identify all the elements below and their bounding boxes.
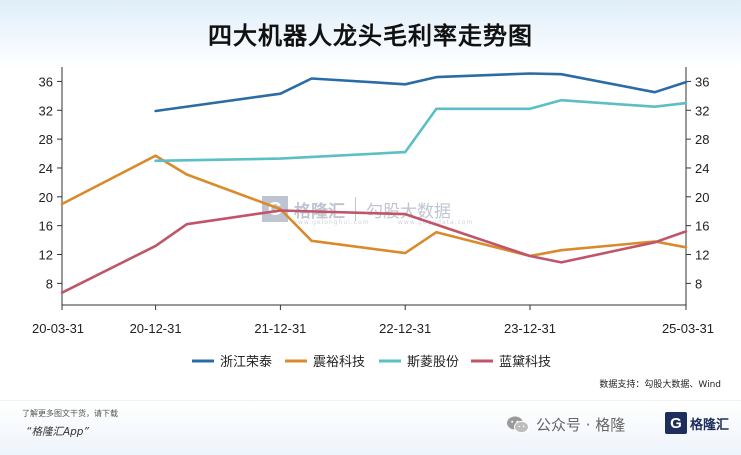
watermark-url-1: www.gelonghui.com <box>292 219 370 226</box>
y-tick-label-right: 28 <box>695 132 709 147</box>
series-line <box>154 72 688 113</box>
y-tick-label-right: 16 <box>695 219 709 234</box>
y-tick-label-right: 36 <box>695 74 709 89</box>
y-tick-label-right: 12 <box>695 248 709 263</box>
x-tick-label: 25-03-31 <box>662 321 714 336</box>
wechat-account-label: 公众号 · 格隆 <box>536 416 626 434</box>
x-tick-label: 21-12-31 <box>254 321 306 336</box>
header-background <box>0 0 741 68</box>
x-tick-label: 23-12-31 <box>504 321 556 336</box>
x-tick-label: 22-12-31 <box>379 321 431 336</box>
series-line <box>60 154 688 258</box>
y-tick-label-left: 36 <box>39 74 53 89</box>
y-tick-label-left: 32 <box>39 103 53 118</box>
axes: 8 8 12 12 16 16 20 20 24 24 28 28 32 32 36 36 20-03-31 20… <box>32 67 714 336</box>
legend: 浙江荣泰 震裕科技 斯菱股份 蓝黛科技 <box>192 355 551 370</box>
legend-label: 震裕科技 <box>313 355 365 370</box>
x-tick-label: 20-12-31 <box>130 321 182 336</box>
brand-logo-icon: G <box>665 412 687 434</box>
y-tick-label-right: 32 <box>695 103 709 118</box>
y-tick-label-right: 20 <box>695 190 709 205</box>
footer-promo-text: 了解更多图文干货，请下载 <box>22 409 118 418</box>
y-tick-label-right: 8 <box>695 276 702 291</box>
y-tick-label-left: 8 <box>46 276 53 291</box>
series-line <box>60 209 688 295</box>
watermark: G 格隆汇 勾股大数据 <box>262 196 451 222</box>
y-tick-label-left: 20 <box>39 190 53 205</box>
legend-label: 浙江荣泰 <box>220 355 272 370</box>
series-lines <box>60 72 688 295</box>
source-note: 数据支持：勾股大数据、Wind <box>599 380 721 390</box>
brand-logo: G 格隆汇 <box>665 409 733 437</box>
x-tick-label: 20-03-31 <box>32 321 84 336</box>
footer-background <box>0 400 741 455</box>
footer-app-name[interactable]: “格隆汇App” <box>26 426 89 438</box>
watermark-logo-icon: G <box>262 196 288 222</box>
wechat-icon <box>507 416 529 433</box>
series-line <box>154 98 688 163</box>
legend-label: 蓝黛科技 <box>499 355 551 370</box>
legend-label: 斯菱股份 <box>407 355 459 370</box>
watermark-text: 勾股大数据 <box>366 201 451 222</box>
wechat-account[interactable]: 公众号 · 格隆 <box>506 414 625 435</box>
y-tick-label-left: 12 <box>39 248 53 263</box>
watermark-divider <box>355 197 356 221</box>
y-tick-label-left: 24 <box>39 161 53 176</box>
chart-title: 四大机器人龙头毛利率走势图 <box>208 22 533 50</box>
y-tick-label-left: 16 <box>39 219 53 234</box>
brand-logo-text: 格隆汇 <box>690 417 730 433</box>
y-tick-label-left: 28 <box>39 132 53 147</box>
watermark-url-2: www.gogudata.com <box>398 219 474 226</box>
y-tick-label-right: 24 <box>695 161 709 176</box>
